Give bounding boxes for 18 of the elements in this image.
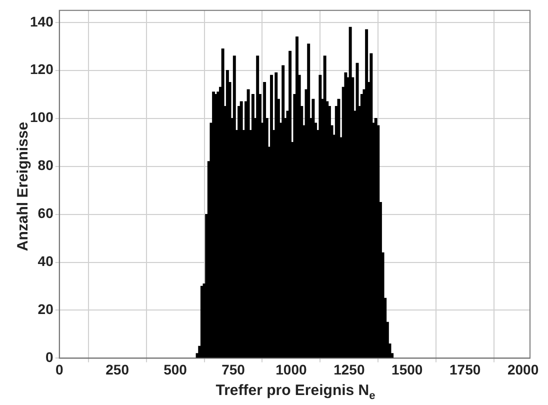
y-tick-label: 60 bbox=[38, 205, 54, 222]
x-tick-label: 1000 bbox=[276, 361, 307, 378]
x-tick-label: 1500 bbox=[392, 361, 423, 378]
y-tick-label: 0 bbox=[46, 349, 54, 366]
x-tick-label: 1250 bbox=[334, 361, 365, 378]
y-tick-label: 40 bbox=[38, 253, 54, 270]
y-tick-label: 120 bbox=[30, 61, 54, 78]
x-tick-label: 2000 bbox=[507, 361, 539, 378]
y-axis-title: Anzahl Ereignisse bbox=[14, 122, 32, 254]
y-tick-label: 100 bbox=[30, 109, 54, 126]
x-tick-label: 500 bbox=[164, 361, 188, 378]
y-tick-label: 20 bbox=[38, 301, 54, 318]
x-axis-title: Treffer pro Ereignis N$_{e}$ bbox=[214, 382, 376, 402]
x-tick-label: 1750 bbox=[450, 361, 481, 378]
x-tick-label: 750 bbox=[222, 361, 246, 378]
x-tick-label: 250 bbox=[106, 361, 130, 378]
y-tick-label: 140 bbox=[30, 13, 54, 30]
y-tick-label: 80 bbox=[38, 157, 54, 174]
